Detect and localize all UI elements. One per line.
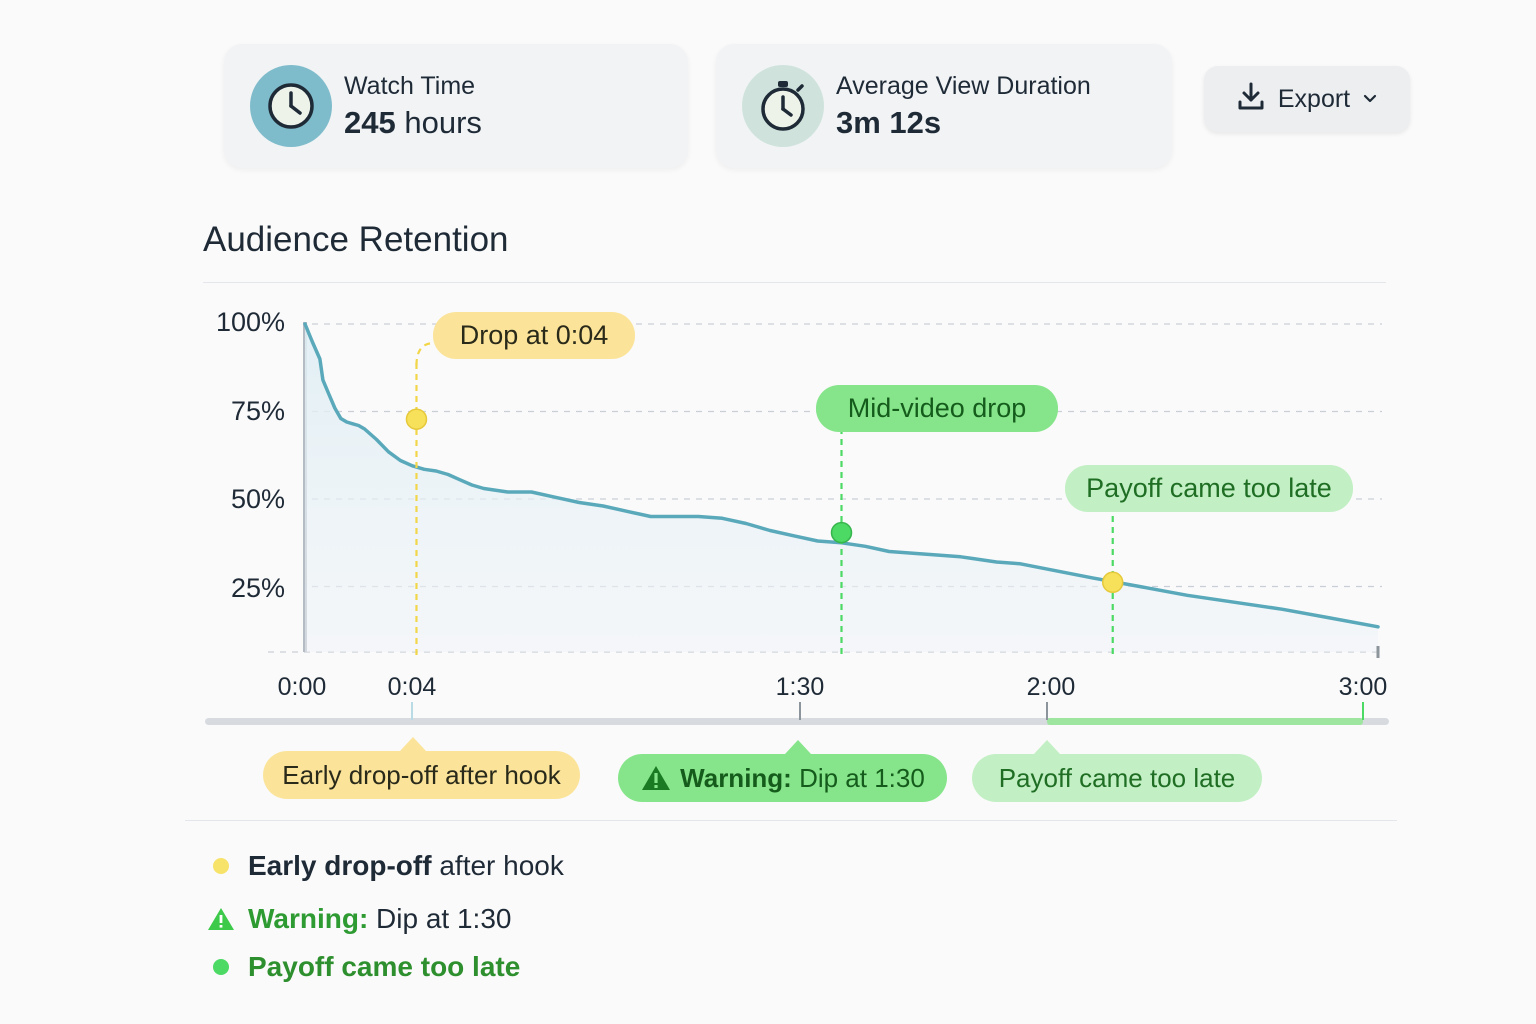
x-tick-label: 2:00	[1027, 673, 1076, 701]
watch-time-card: Watch Time 245 hours	[224, 44, 688, 168]
avd-value: 3m 12s	[836, 104, 942, 140]
annotation-label-bg	[816, 385, 1058, 432]
yellow-dot-icon	[213, 858, 229, 874]
data-marker	[1101, 571, 1124, 594]
x-tick-label: 0:04	[388, 673, 437, 701]
legend-item-payoff: Payoff came too late	[206, 951, 520, 983]
legend-item-early-drop: Early drop-off after hook	[206, 850, 564, 882]
timeline-highlight	[1047, 718, 1363, 725]
retention-line	[303, 322, 1380, 629]
annotation-label: Payoff came too late	[1086, 473, 1332, 503]
watch-time-label: Watch Time	[344, 71, 476, 100]
warning-icon	[206, 907, 236, 931]
x-tick-label: 0:00	[278, 673, 327, 701]
watch-time-value: 245 hours	[344, 104, 482, 140]
x-tick-label: 1:30	[776, 673, 825, 701]
annotation-label: Mid-video drop	[848, 393, 1027, 423]
callout-payoff-late: Payoff came too late	[972, 740, 1262, 802]
warning-icon	[640, 764, 672, 792]
y-tick-label: 100%	[216, 307, 285, 337]
y-tick-label: 50%	[231, 484, 285, 514]
green-dot-icon	[213, 959, 229, 975]
callout-early-drop: Early drop-off after hook	[263, 737, 580, 799]
stopwatch-icon	[742, 65, 824, 147]
callout-warning-dip: Warning: Dip at 1:30	[618, 740, 947, 802]
chevron-down-icon	[1362, 85, 1378, 114]
x-tick-label: 3:00	[1339, 673, 1388, 701]
legend-item-warning: Warning: Dip at 1:30	[206, 903, 511, 935]
title-divider	[203, 282, 1386, 283]
clock-icon	[250, 65, 332, 147]
average-view-duration-card: Average View Duration 3m 12s	[716, 44, 1172, 168]
data-marker	[830, 521, 853, 544]
legend-divider	[185, 820, 1397, 821]
section-title: Audience Retention	[203, 220, 509, 259]
annotation-label-bg	[433, 312, 635, 359]
annotation-label: Drop at 0:04	[460, 320, 609, 350]
download-icon	[1236, 81, 1266, 118]
annotation-label-bg	[1065, 465, 1353, 512]
annotation-connector	[415, 341, 435, 366]
avd-label: Average View Duration	[836, 71, 1091, 100]
export-label: Export	[1277, 84, 1351, 113]
export-button[interactable]: Export	[1204, 66, 1410, 132]
retention-area	[305, 324, 1378, 652]
y-tick-label: 25%	[231, 573, 285, 603]
y-tick-label: 75%	[231, 396, 285, 426]
data-marker	[405, 408, 428, 430]
